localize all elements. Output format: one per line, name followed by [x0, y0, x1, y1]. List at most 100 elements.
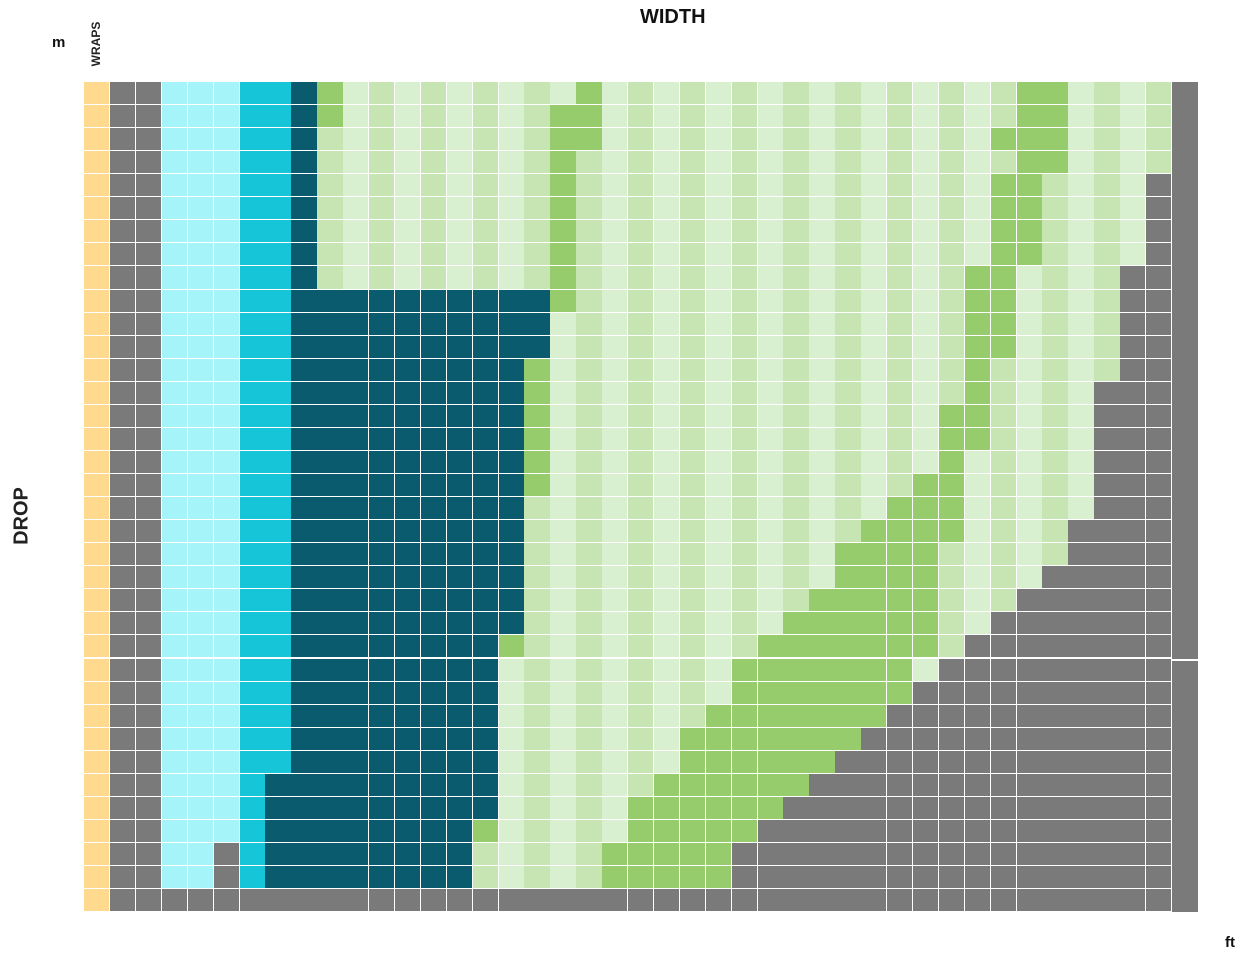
- size-cell: [291, 773, 318, 797]
- size-cell: [498, 358, 525, 382]
- size-cell: [498, 566, 525, 590]
- size-cell: [990, 520, 1017, 544]
- size-cell: [161, 543, 189, 567]
- size-cell: [757, 612, 784, 636]
- system-type-sidebar: [1171, 82, 1198, 913]
- size-cell: [239, 427, 266, 451]
- size-cell: [291, 381, 318, 405]
- size-cell: [343, 82, 370, 106]
- size-cell: [576, 197, 603, 221]
- unavailable-cell: [110, 497, 137, 521]
- size-cell: [835, 497, 862, 521]
- unavailable-cell: [1146, 704, 1173, 728]
- size-cell: [472, 174, 499, 198]
- size-cell: [912, 220, 940, 244]
- unavailable-cell: [446, 889, 474, 913]
- size-cell: [420, 658, 448, 682]
- size-cell: [938, 174, 966, 198]
- size-cell: [731, 358, 758, 382]
- unavailable-cell: [110, 681, 137, 705]
- wraps-cell: [84, 450, 110, 474]
- size-cell: [498, 543, 525, 567]
- size-cell: [472, 681, 499, 705]
- unavailable-cell: [809, 842, 836, 867]
- size-cell: [653, 404, 681, 428]
- wraps-cell: [84, 474, 110, 498]
- size-cell: [783, 704, 810, 728]
- unavailable-cell: [990, 704, 1017, 728]
- size-cell: [653, 773, 681, 797]
- size-cell: [602, 589, 629, 613]
- size-cell: [369, 243, 396, 267]
- size-cell: [343, 197, 370, 221]
- size-cell: [343, 773, 370, 797]
- size-cell: [265, 658, 292, 682]
- size-cell: [213, 404, 240, 428]
- size-cell: [964, 589, 992, 613]
- size-cell: [964, 566, 992, 590]
- unavailable-cell: [110, 566, 137, 590]
- size-cell: [213, 658, 240, 682]
- size-cell: [783, 773, 810, 797]
- size-cell: [550, 105, 577, 129]
- unavailable-cell: [135, 151, 163, 175]
- size-cell: [369, 589, 396, 613]
- size-cell: [1042, 197, 1069, 221]
- unavailable-cell: [1146, 335, 1173, 359]
- size-cell: [964, 128, 992, 152]
- size-cell: [835, 635, 862, 659]
- size-cell: [550, 866, 577, 890]
- size-cell: [343, 358, 370, 382]
- unavailable-cell: [757, 842, 784, 867]
- size-cell: [291, 566, 318, 590]
- size-cell: [653, 612, 681, 636]
- size-cell: [1094, 82, 1121, 106]
- size-cell: [1146, 82, 1173, 106]
- unavailable-cell: [1094, 842, 1121, 867]
- unavailable-cell: [964, 681, 992, 705]
- unavailable-cell: [1146, 889, 1173, 913]
- size-cell: [265, 174, 292, 198]
- size-cell: [239, 635, 266, 659]
- unavailable-cell: [1068, 866, 1095, 890]
- size-cell: [213, 589, 240, 613]
- size-cell: [550, 727, 577, 751]
- size-cell: [653, 82, 681, 106]
- size-cell: [291, 750, 318, 774]
- size-cell: [1120, 220, 1147, 244]
- size-cell: [420, 520, 448, 544]
- unavailable-cell: [343, 889, 370, 913]
- size-cell: [653, 727, 681, 751]
- size-cell: [213, 312, 240, 336]
- size-cell: [265, 727, 292, 751]
- size-cell: [472, 220, 499, 244]
- size-cell: [187, 520, 215, 544]
- size-cell: [1042, 450, 1069, 474]
- unavailable-cell: [135, 197, 163, 221]
- size-cell: [394, 450, 422, 474]
- size-cell: [964, 520, 992, 544]
- unavailable-cell: [1042, 750, 1069, 774]
- unavailable-cell: [1016, 889, 1043, 913]
- size-cell: [912, 151, 940, 175]
- size-cell: [394, 497, 422, 521]
- unavailable-cell: [576, 889, 603, 913]
- size-cell: [291, 681, 318, 705]
- unavailable-cell: [1120, 497, 1147, 521]
- size-cell: [757, 773, 784, 797]
- size-cell: [912, 243, 940, 267]
- size-cell: [472, 520, 499, 544]
- size-cell: [369, 289, 396, 313]
- size-cell: [161, 243, 189, 267]
- size-cell: [343, 266, 370, 290]
- size-cell: [757, 566, 784, 590]
- size-cell: [317, 589, 344, 613]
- unavailable-cell: [213, 842, 240, 867]
- unavailable-cell: [1016, 681, 1043, 705]
- size-cell: [1042, 266, 1069, 290]
- size-cell: [161, 704, 189, 728]
- size-cell: [628, 197, 655, 221]
- size-cell: [938, 450, 966, 474]
- size-cell: [343, 589, 370, 613]
- unavailable-cell: [135, 450, 163, 474]
